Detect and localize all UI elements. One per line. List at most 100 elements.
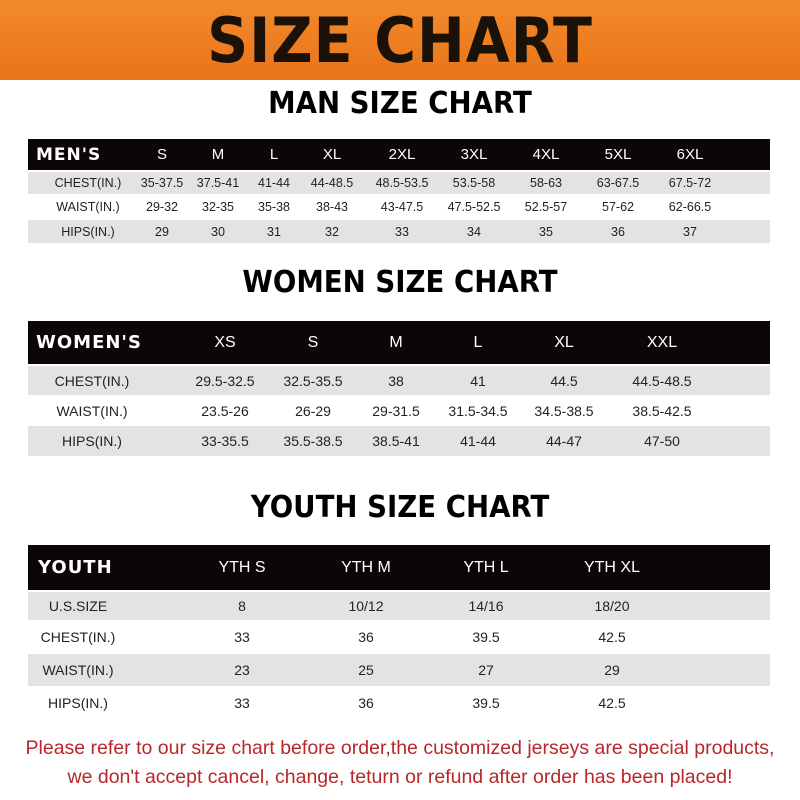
youth-section-title: YOUTH SIZE CHART (250, 490, 550, 525)
measure-label-cell: WAIST(IN.) (56, 403, 128, 419)
value-cell: 44.5 (550, 372, 578, 389)
size-header-cell: L (473, 333, 483, 351)
value-cell: 31 (267, 224, 281, 239)
value-cell: 38 (388, 372, 404, 389)
value-cell: 29.5-32.5 (195, 372, 255, 389)
value-cell: 32.5-35.5 (283, 372, 343, 389)
value-cell: 36 (358, 629, 374, 645)
value-cell: 32 (325, 224, 339, 239)
measure-label-cell: CHEST(IN.) (54, 176, 122, 190)
size-header-cell: 2XL (388, 146, 416, 163)
value-cell: 18/20 (594, 598, 630, 614)
value-cell: 10/12 (348, 598, 384, 614)
table-header-row: MEN'S S M L XL 2XL 3XL 4XL 5XL 6XL (28, 139, 770, 170)
order-notice-line-2: we don't accept cancel, change, teturn o… (67, 766, 733, 788)
size-header-cell: YTH L (463, 558, 509, 576)
table-row: U.S.SIZE 8 10/12 14/16 18/20 (28, 592, 770, 620)
value-cell: 48.5-53.5 (375, 176, 429, 190)
size-header-cell: XL (322, 146, 342, 163)
measure-label-cell: WAIST(IN.) (56, 200, 120, 214)
value-cell: 38.5-41 (372, 433, 420, 449)
value-cell: 33 (395, 224, 409, 239)
value-cell: 41-44 (460, 433, 496, 449)
banner: SIZE CHART (0, 0, 800, 80)
banner-title: SIZE CHART (207, 4, 593, 77)
size-header-cell: 3XL (460, 146, 488, 163)
women-section-title: WOMEN SIZE CHART (242, 265, 558, 300)
table-row: CHEST(IN.) 33 36 39.5 42.5 (28, 622, 770, 652)
size-header-cell: XXL (646, 333, 678, 351)
size-header-cell: M (211, 146, 225, 163)
size-header-cell: YTH XL (583, 558, 640, 576)
value-cell: 35-38 (258, 200, 290, 214)
value-cell: 29-32 (146, 200, 178, 214)
value-cell: 8 (238, 598, 246, 614)
value-cell: 35-37.5 (140, 176, 184, 190)
men-section-title: MAN SIZE CHART (268, 86, 532, 121)
value-cell: 57-62 (602, 200, 634, 214)
table-row: CHEST(IN.) 35-37.5 37.5-41 41-44 44-48.5 48.5… (28, 172, 770, 194)
value-cell: 30 (211, 224, 225, 239)
value-cell: 37 (683, 224, 697, 239)
value-cell: 38-43 (316, 200, 348, 214)
value-cell: 26-29 (295, 403, 331, 419)
size-header-cell: 5XL (604, 146, 632, 163)
value-cell: 47-50 (644, 433, 680, 449)
value-cell: 41 (470, 372, 486, 389)
value-cell: 31.5-34.5 (448, 403, 508, 419)
value-cell: 36 (358, 695, 374, 711)
measure-label-cell: WAIST(IN.) (42, 662, 114, 678)
value-cell: 39.5 (472, 629, 500, 645)
table-row: WAIST(IN.) 23.5-26 26-29 29-31.5 31.5-34.5 34… (28, 396, 770, 426)
value-cell: 43-47.5 (380, 200, 424, 214)
value-cell: 42.5 (598, 629, 626, 645)
size-header-cell: M (389, 333, 403, 351)
order-notice-line-1: Please refer to our size chart before or… (25, 737, 775, 759)
size-header-cell: 4XL (532, 146, 560, 163)
measure-label-cell: CHEST(IN.) (54, 372, 130, 389)
value-cell: 42.5 (598, 695, 626, 711)
measure-label-cell: HIPS(IN.) (61, 224, 115, 239)
measure-label-cell: CHEST(IN.) (40, 629, 116, 645)
value-cell: 33 (234, 695, 250, 711)
value-cell: 34 (467, 224, 481, 239)
table-row: HIPS(IN.) 29 30 31 32 33 34 35 36 37 (28, 220, 770, 243)
value-cell: 25 (358, 662, 374, 678)
value-cell: 63-67.5 (596, 176, 640, 190)
size-header-cell: XL (554, 333, 574, 351)
value-cell: 41-44 (258, 176, 290, 190)
value-cell: 23 (234, 662, 250, 678)
value-cell: 44-47 (546, 433, 582, 449)
value-cell: 27 (478, 662, 494, 678)
size-header-cell: YTH M (341, 558, 391, 576)
value-cell: 52.5-57 (524, 200, 568, 214)
value-cell: 44.5-48.5 (632, 372, 692, 389)
value-cell: 67.5-72 (668, 176, 712, 190)
value-cell: 62-66.5 (668, 200, 712, 214)
size-header-cell: S (156, 146, 167, 163)
size-header-cell: 6XL (676, 146, 704, 163)
value-cell: 34.5-38.5 (534, 403, 594, 419)
value-cell: 35 (539, 224, 553, 239)
value-cell: 35.5-38.5 (283, 433, 343, 449)
value-cell: 38.5-42.5 (632, 403, 692, 419)
value-cell: 14/16 (468, 598, 504, 614)
measure-label-cell: HIPS(IN.) (48, 695, 108, 711)
measure-label-cell: HIPS(IN.) (62, 433, 122, 449)
table-title-cell: MEN'S (36, 144, 102, 165)
table-row: WAIST(IN.) 29-32 32-35 35-38 38-43 43-47.5 47.… (28, 196, 770, 218)
size-header-cell: XS (214, 333, 236, 351)
value-cell: 29 (155, 224, 169, 239)
size-header-cell: L (269, 146, 279, 163)
measure-label-cell: U.S.SIZE (48, 598, 108, 614)
table-title-cell: YOUTH (38, 557, 113, 578)
table-header-row: WOMEN'S XS S M L XL XXL (28, 321, 770, 364)
value-cell: 29-31.5 (372, 403, 420, 419)
value-cell: 33 (234, 629, 250, 645)
table-row: WAIST(IN.) 23 25 27 29 (28, 654, 770, 686)
table-row: HIPS(IN.) 33 36 39.5 42.5 (28, 688, 770, 718)
table-header-row: YOUTH YTH S YTH M YTH L YTH XL (28, 545, 770, 590)
value-cell: 32-35 (202, 200, 234, 214)
value-cell: 36 (611, 224, 625, 239)
size-header-cell: S (307, 333, 319, 351)
